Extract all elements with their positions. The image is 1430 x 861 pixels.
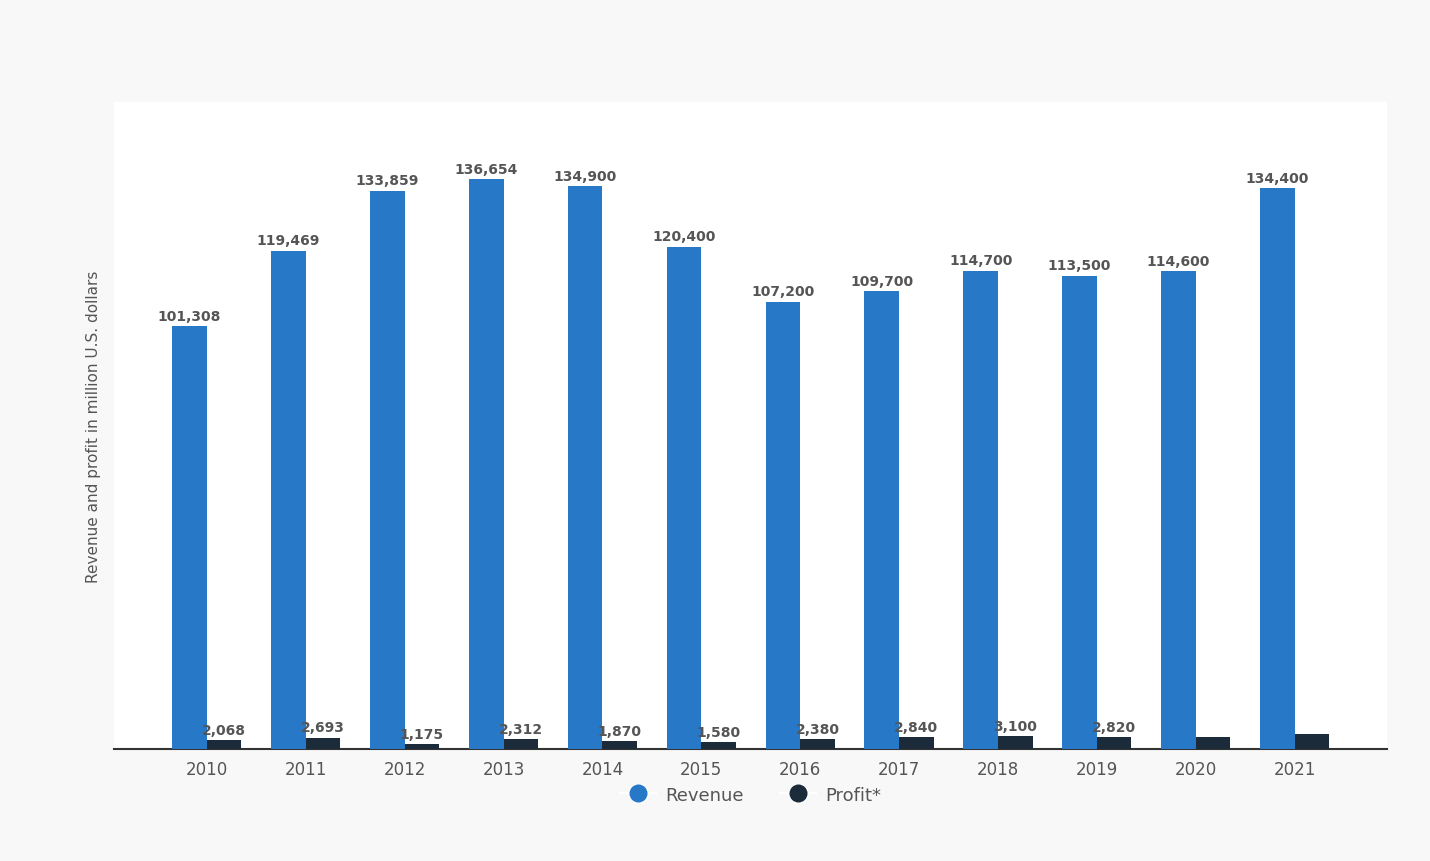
Text: 1,870: 1,870	[598, 724, 642, 738]
Legend: Revenue, Profit*: Revenue, Profit*	[613, 778, 888, 811]
Text: 109,700: 109,700	[851, 275, 914, 288]
Bar	[1097, 737, 1131, 749]
Bar	[602, 741, 636, 749]
Bar	[1062, 276, 1097, 749]
Text: 134,900: 134,900	[553, 170, 616, 183]
Text: 2,693: 2,693	[302, 721, 345, 734]
Bar	[306, 738, 340, 749]
Bar	[899, 737, 934, 749]
Bar	[765, 302, 801, 749]
Text: 114,600: 114,600	[1147, 254, 1210, 269]
Bar	[701, 742, 736, 749]
Text: 113,500: 113,500	[1048, 259, 1111, 273]
Text: 2,068: 2,068	[202, 723, 246, 737]
Bar	[1195, 737, 1230, 749]
Text: 107,200: 107,200	[751, 285, 815, 299]
Text: 3,100: 3,100	[994, 719, 1037, 733]
Text: 2,840: 2,840	[894, 720, 938, 734]
Bar	[666, 247, 701, 749]
Bar	[998, 736, 1032, 749]
Bar	[1161, 271, 1195, 749]
Bar	[469, 180, 503, 749]
Bar	[172, 327, 207, 749]
Text: 1,580: 1,580	[696, 725, 741, 739]
Bar	[568, 187, 602, 749]
Text: 1,175: 1,175	[400, 727, 443, 740]
Bar	[405, 744, 439, 749]
Bar	[272, 251, 306, 749]
Text: 134,400: 134,400	[1246, 172, 1308, 186]
Bar	[801, 739, 835, 749]
Text: 119,469: 119,469	[257, 234, 320, 248]
Bar	[865, 292, 899, 749]
Text: 136,654: 136,654	[455, 163, 518, 177]
Bar	[1260, 189, 1294, 749]
Y-axis label: Revenue and profit in million U.S. dollars: Revenue and profit in million U.S. dolla…	[86, 270, 100, 582]
Bar	[207, 740, 242, 749]
Bar	[503, 740, 538, 749]
Bar	[964, 271, 998, 749]
Text: 2,820: 2,820	[1093, 720, 1137, 734]
Text: 2,380: 2,380	[795, 722, 839, 736]
Text: 114,700: 114,700	[950, 254, 1012, 268]
Text: 120,400: 120,400	[652, 230, 715, 245]
Text: 2,312: 2,312	[499, 722, 543, 736]
Text: 133,859: 133,859	[356, 174, 419, 188]
Bar	[1294, 734, 1330, 749]
Bar	[370, 191, 405, 749]
Text: 101,308: 101,308	[157, 310, 222, 324]
